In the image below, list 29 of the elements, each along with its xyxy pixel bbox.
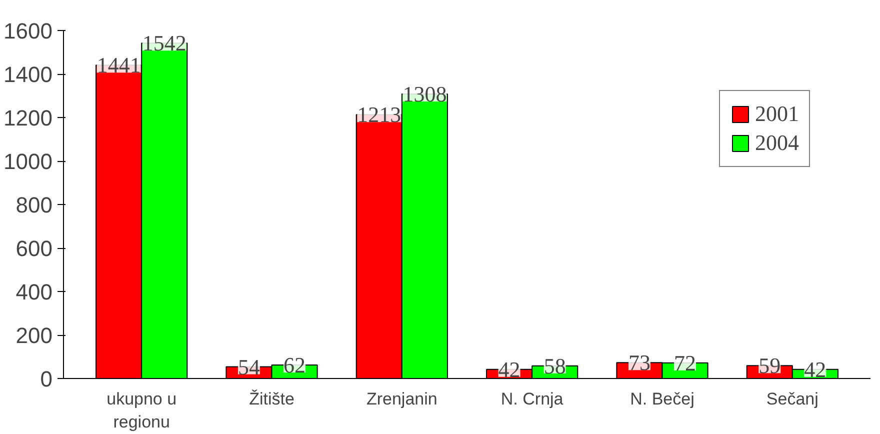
y-tick-label: 1600: [4, 18, 53, 44]
x-tick-label: ukupno u regionu: [106, 390, 177, 432]
legend-label: 2004: [755, 130, 799, 156]
x-tick-label: N. Crnja: [500, 390, 564, 408]
x-tick-label: Žitište: [249, 390, 294, 408]
y-tick-label: 1000: [4, 149, 53, 174]
data-label: 1308: [402, 82, 447, 107]
x-tick-label: Sečanj: [766, 390, 818, 408]
data-label: 72: [674, 350, 696, 376]
data-label: 1213: [357, 102, 402, 128]
data-label: 54: [238, 354, 260, 380]
data-label: 1441: [96, 52, 141, 78]
y-tick-label: 1400: [4, 62, 53, 87]
legend-label: 2001: [755, 101, 799, 127]
y-tick-label: 800: [16, 192, 53, 218]
data-label: 59: [758, 353, 781, 378]
data-label: 1542: [142, 30, 186, 56]
x-tick-label: Zrenjanin: [366, 390, 438, 408]
data-label: 62: [284, 352, 306, 378]
y-tick-label: 0: [40, 366, 53, 392]
y-tick-label: 600: [16, 236, 53, 261]
data-label: 73: [628, 350, 650, 376]
data-label: 42: [498, 356, 520, 382]
data-label: 42: [804, 356, 826, 382]
y-tick-label: 1200: [4, 106, 53, 130]
x-tick-label: N. Bečej: [630, 390, 694, 408]
y-tick-label: 400: [16, 280, 53, 304]
y-tick-label: 200: [16, 323, 53, 348]
data-label: 58: [544, 353, 566, 378]
